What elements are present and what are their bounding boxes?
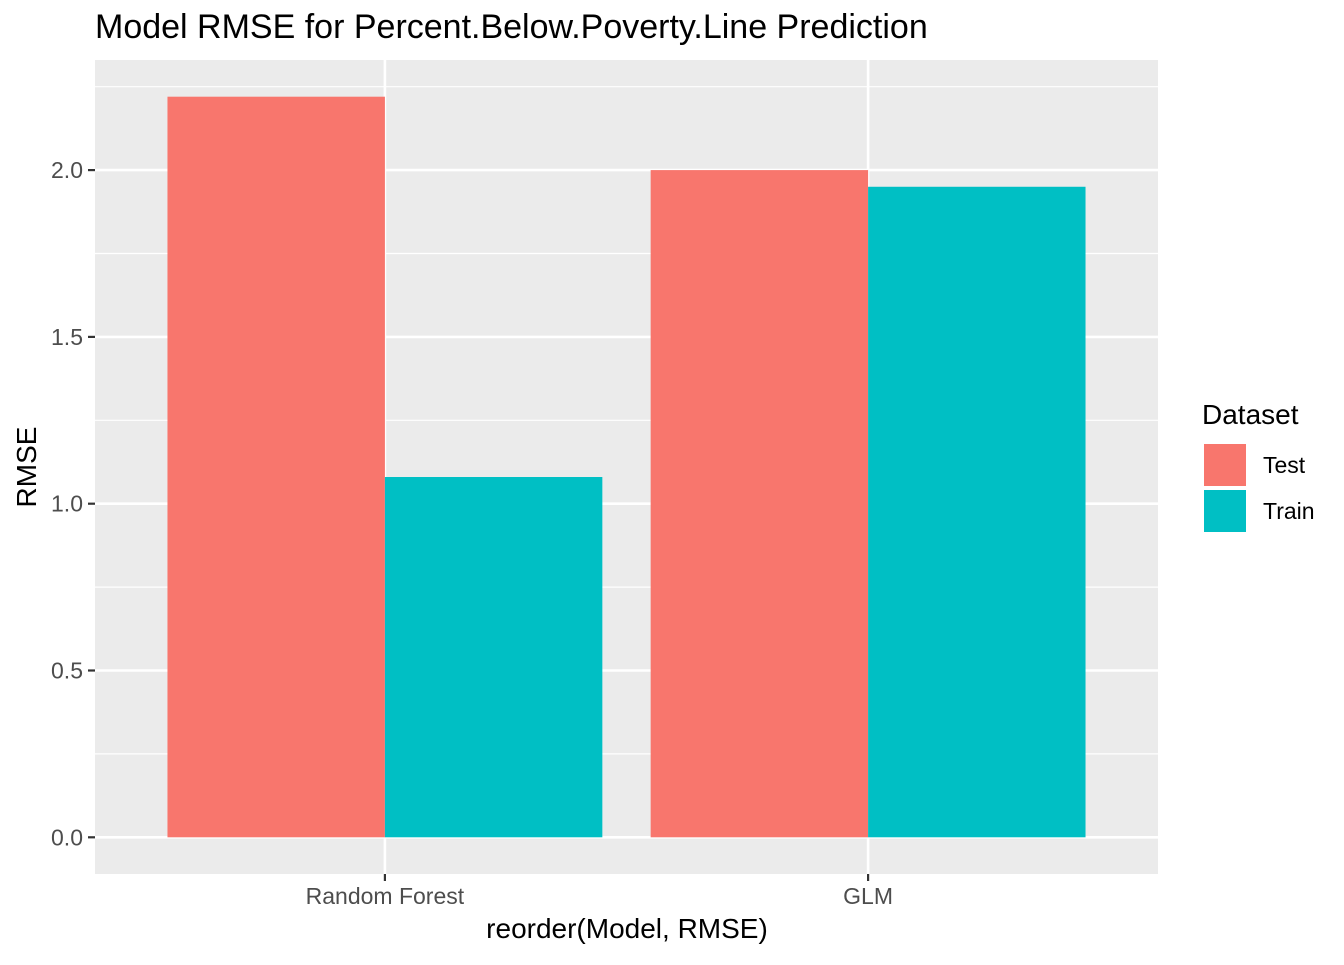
legend: Dataset Test Train — [1202, 399, 1315, 532]
bar-train-random-forest — [384, 477, 603, 838]
x-tick-label: Random Forest — [306, 883, 465, 909]
y-axis-title: RMSE — [11, 427, 42, 508]
legend-title: Dataset — [1202, 399, 1299, 430]
bars — [167, 96, 1086, 838]
legend-label-train: Train — [1263, 498, 1315, 524]
x-axis: Random Forest GLM — [306, 874, 893, 909]
bar-test-glm — [650, 170, 869, 838]
legend-key-train — [1204, 490, 1246, 532]
legend-label-test: Test — [1263, 452, 1306, 478]
y-tick-label: 0.5 — [51, 658, 83, 684]
legend-key-test — [1204, 444, 1246, 486]
x-tick-label: GLM — [843, 883, 893, 909]
x-axis-title: reorder(Model, RMSE) — [486, 913, 768, 944]
y-tick-label: 1.5 — [51, 324, 83, 350]
chart-title: Model RMSE for Percent.Below.Poverty.Lin… — [95, 8, 928, 46]
y-axis: 0.0 0.5 1.0 1.5 2.0 — [51, 157, 95, 850]
y-tick-label: 2.0 — [51, 157, 83, 183]
y-tick-label: 0.0 — [51, 824, 83, 850]
bar-test-random-forest — [167, 96, 385, 838]
bar-train-glm — [868, 186, 1086, 838]
y-tick-label: 1.0 — [51, 491, 83, 517]
